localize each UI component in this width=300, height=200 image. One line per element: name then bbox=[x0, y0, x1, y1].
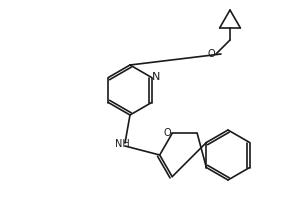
Text: N: N bbox=[152, 72, 160, 82]
Text: NH: NH bbox=[115, 139, 129, 149]
Text: O: O bbox=[164, 128, 171, 138]
Text: O: O bbox=[207, 49, 215, 59]
